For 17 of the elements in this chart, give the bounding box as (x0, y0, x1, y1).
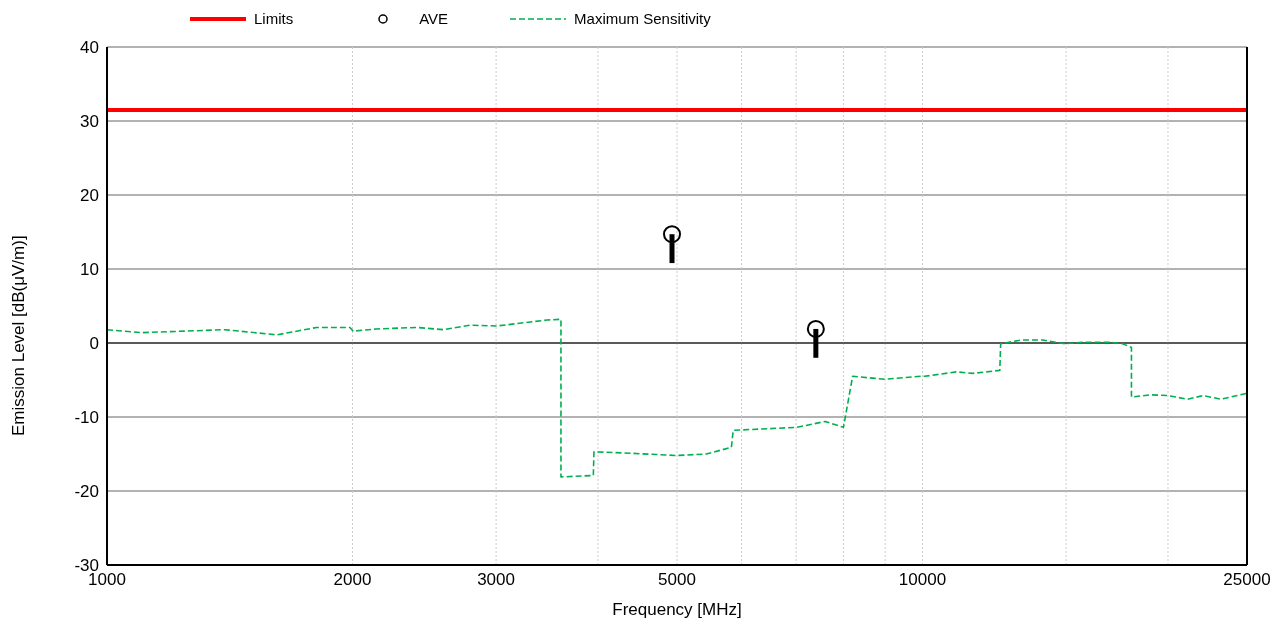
x-axis-title: Frequency [MHz] (612, 600, 742, 619)
legend-label: Limits (254, 10, 294, 27)
x-tick-label: 2000 (333, 570, 372, 590)
y-tick-label: 20 (80, 186, 99, 206)
y-tick-label: 30 (80, 112, 99, 132)
x-tick-label: 3000 (477, 570, 515, 590)
y-tick-label: -20 (74, 482, 99, 502)
legend-label: Maximum Sensitivity (574, 10, 711, 27)
x-tick-label: 5000 (658, 570, 696, 590)
y-axis-title: Emission Level [dB(μV/m)] (9, 235, 29, 436)
y-tick-label: 0 (89, 334, 99, 354)
y-tick-label: -10 (74, 408, 99, 428)
legend-label: AVE (419, 10, 449, 27)
x-tick-label: 10000 (898, 570, 947, 590)
y-tick-label: 10 (80, 260, 99, 280)
y-tick-label: 40 (80, 38, 99, 58)
x-tick-label: 25000 (1223, 570, 1271, 590)
